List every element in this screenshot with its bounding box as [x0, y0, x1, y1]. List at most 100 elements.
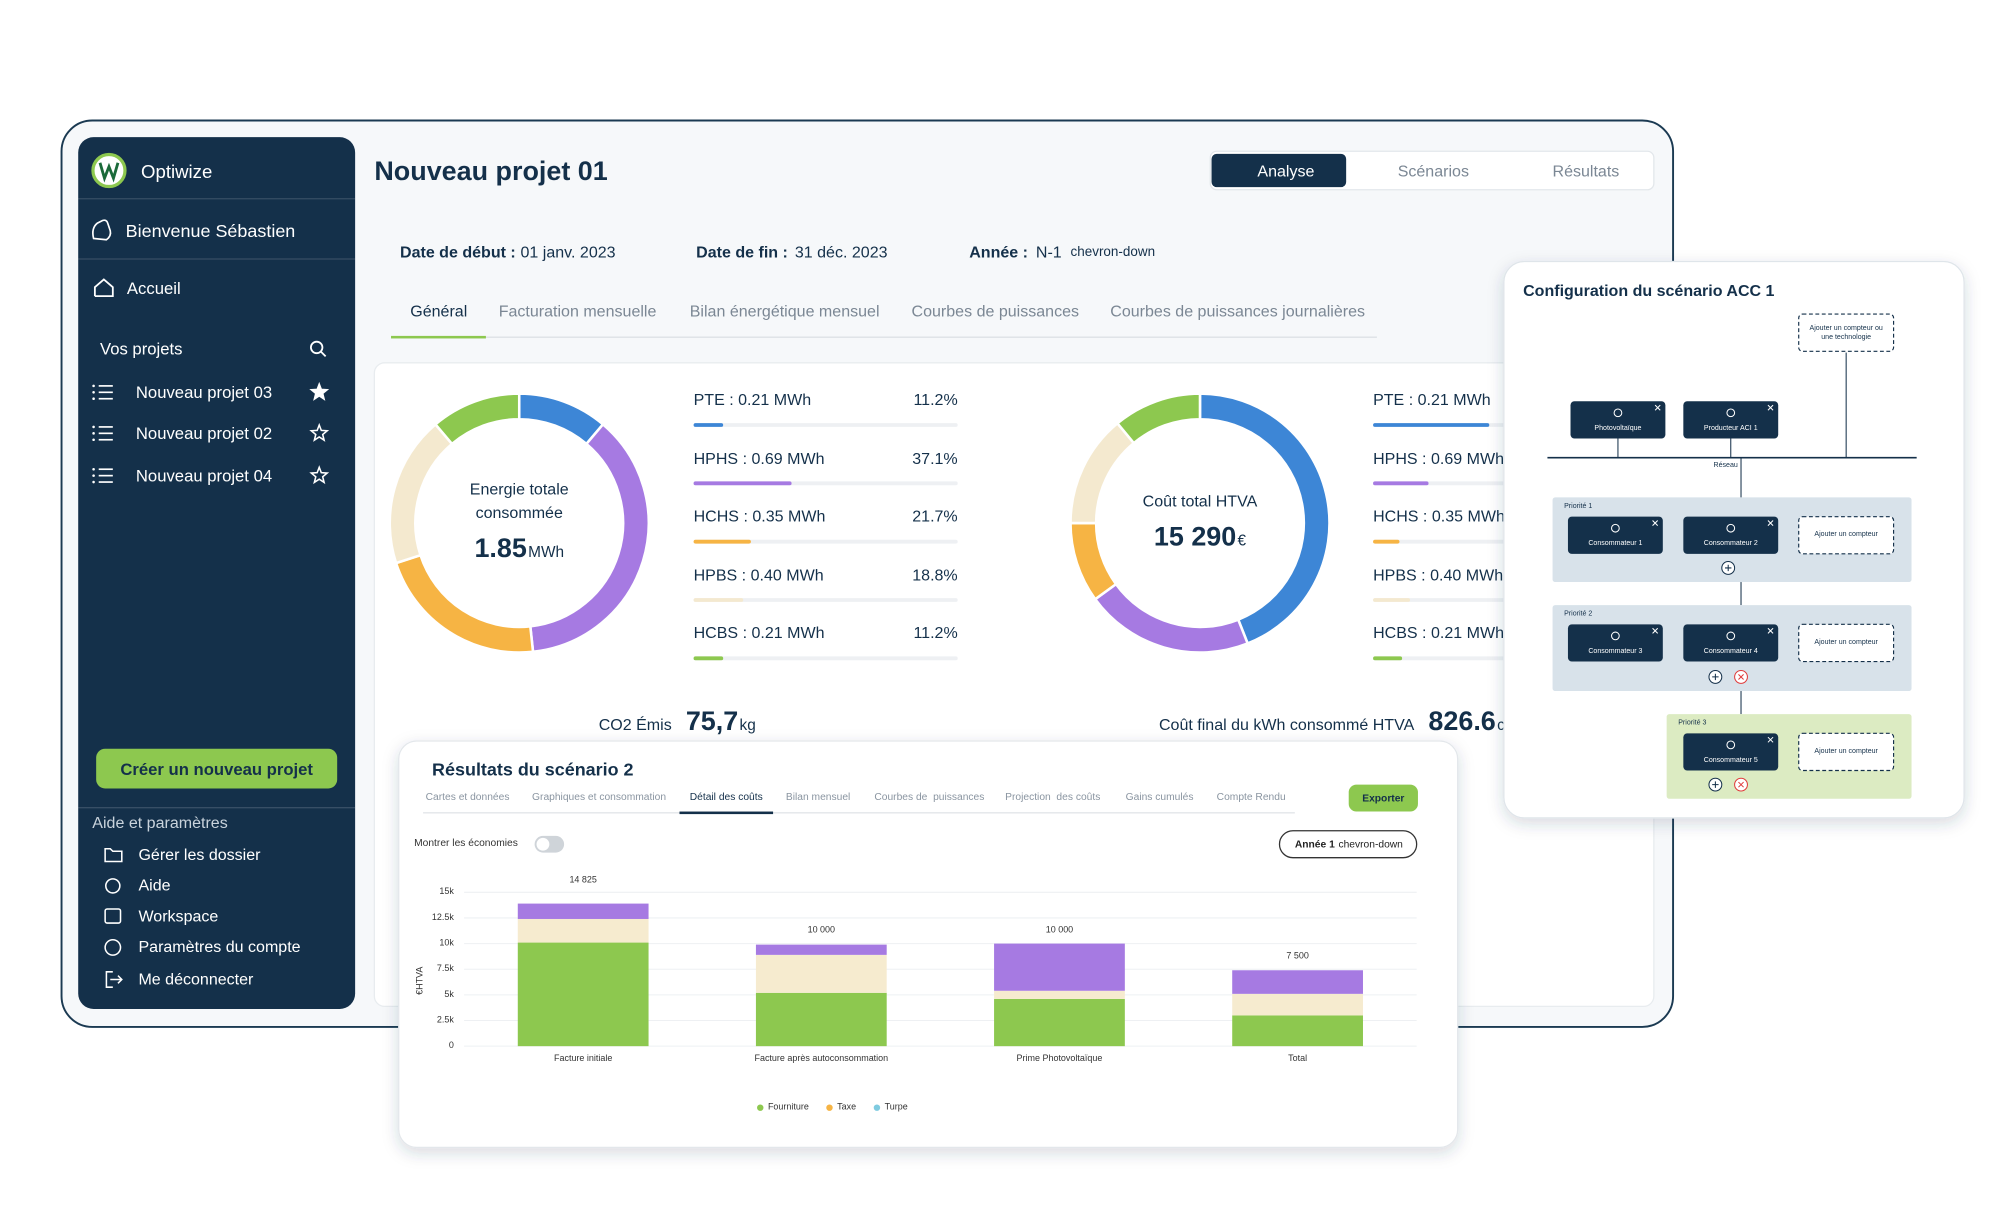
list-icon	[92, 397, 95, 400]
dropdown-value[interactable]: Année 1	[1294, 838, 1335, 850]
node[interactable]	[1683, 516, 1779, 554]
node[interactable]	[1683, 624, 1779, 662]
dropdown-icon[interactable]: chevron-down	[1338, 838, 1403, 850]
legend-label: Fourniture	[767, 1103, 809, 1113]
filter-value[interactable]: 31 déc. 2023	[794, 243, 888, 262]
filter-icon[interactable]: chevron-down	[1070, 244, 1156, 260]
add-technology[interactable]: Ajouter un compteur ou une technologie	[1809, 324, 1883, 342]
remove-icon	[1738, 781, 1744, 788]
node-icon	[1611, 523, 1620, 533]
search-icon	[309, 340, 324, 355]
create-button-label[interactable]: Créer un nouveau projet	[120, 759, 313, 779]
node-icon	[1726, 740, 1736, 750]
close-icon[interactable]	[1767, 520, 1774, 527]
priority-label: Priorité 1	[1564, 502, 1593, 511]
hand-icon	[92, 219, 112, 241]
results-tab[interactable]: Compte Rendu	[1216, 791, 1286, 803]
legend-dot	[826, 1104, 833, 1111]
node[interactable]	[1570, 401, 1666, 439]
nav-link[interactable]: Accueil	[126, 278, 181, 299]
folder-icon	[104, 847, 123, 863]
help-link[interactable]: Aide	[138, 876, 171, 895]
close-icon[interactable]	[1654, 404, 1661, 411]
legend-label: HPBS : 0.40 MWh	[1373, 565, 1504, 584]
project-link[interactable]: Nouveau projet 03	[135, 382, 273, 402]
node[interactable]	[1567, 516, 1663, 554]
progress-track	[693, 598, 958, 602]
favorite-star[interactable]	[309, 465, 330, 485]
node[interactable]	[1683, 733, 1779, 771]
donut-center-label: Energie totale consommée	[469, 480, 569, 522]
results-tab[interactable]: Détail des coûts	[689, 791, 763, 803]
analysis-tab[interactable]: Courbes de puissances	[911, 302, 1080, 321]
filter-label: Date de fin :	[696, 243, 788, 262]
metric-value: 75,7	[685, 707, 739, 737]
help-link[interactable]: Gérer les dossier	[138, 845, 261, 864]
donut-total: 1.85	[474, 533, 527, 564]
value-label: 18.8%	[912, 565, 958, 584]
legend-label: Taxe	[837, 1103, 857, 1113]
add-meter[interactable]: Ajouter un compteur	[1814, 638, 1878, 647]
add-box[interactable]	[1798, 732, 1895, 772]
create-button[interactable]	[96, 748, 338, 789]
project-link[interactable]: Nouveau projet 02	[135, 423, 273, 443]
analysis-tab[interactable]: Courbes de puissances journalières	[1110, 302, 1366, 321]
project-link[interactable]: Nouveau projet 04	[135, 466, 273, 486]
export-label[interactable]: Exporter	[1362, 792, 1405, 804]
legend-label: HPHS : 0.69 MWh	[693, 449, 825, 467]
filter-value[interactable]: 01 janv. 2023	[520, 243, 616, 262]
x-tick-label: Prime Photovoltaïque	[1016, 1054, 1103, 1064]
donut-total-group: 1.85 MWh	[474, 535, 564, 562]
node[interactable]	[1683, 401, 1779, 439]
y-tick-label: 5k	[444, 990, 454, 1000]
results-tab[interactable]: Gains cumulés	[1125, 791, 1194, 803]
analysis-tab[interactable]: Bilan énergétique mensuel	[689, 302, 880, 321]
analysis-tab[interactable]: Facturation mensuelle	[498, 302, 657, 321]
add-box[interactable]	[1798, 313, 1895, 352]
node[interactable]	[1567, 624, 1663, 662]
donut-unit: MWh	[528, 542, 565, 561]
tab[interactable]: Analyse	[1257, 162, 1315, 181]
results-tab[interactable]: Bilan mensuel	[785, 791, 851, 803]
add-meter[interactable]: Ajouter un compteur	[1814, 747, 1878, 756]
close-icon[interactable]	[1767, 404, 1774, 411]
results-tab[interactable]: Projection des coûts	[1005, 791, 1101, 803]
add-box[interactable]	[1798, 516, 1895, 555]
add-box[interactable]	[1798, 623, 1895, 663]
add-icon	[1724, 564, 1732, 572]
dropdown[interactable]	[1278, 830, 1418, 859]
add-meter[interactable]: Ajouter un compteur	[1814, 531, 1878, 539]
tab[interactable]: Scénarios	[1397, 162, 1469, 181]
sidebar	[78, 137, 356, 1009]
favorite-star[interactable]	[309, 381, 330, 401]
help-link[interactable]: Paramètres du compte	[138, 938, 301, 957]
progress-fill	[1373, 481, 1429, 486]
tab[interactable]: Résultats	[1552, 162, 1620, 181]
filter-value[interactable]: N-1	[1035, 243, 1062, 262]
results-tab[interactable]: Courbes de puissances	[874, 791, 985, 803]
donut-center-label: Coût total HTVA	[1142, 492, 1258, 511]
priority-label: Priorité 2	[1564, 610, 1593, 619]
export-button[interactable]	[1348, 784, 1418, 812]
help-link[interactable]: Workspace	[138, 907, 219, 926]
metric-label: Coût final du kWh consommé HTVA	[1158, 716, 1415, 734]
progress-fill	[693, 598, 744, 602]
help-link[interactable]: Me déconnecter	[138, 970, 254, 989]
node-label: Consommateur 5	[1703, 756, 1758, 765]
close-icon[interactable]	[1767, 736, 1774, 743]
section-title: Aide et paramètres	[92, 813, 228, 832]
results-tab[interactable]: Cartes et données	[425, 791, 510, 803]
results-tab[interactable]: Graphiques et consommation	[532, 791, 667, 803]
close-icon[interactable]	[1652, 627, 1659, 634]
close-icon[interactable]	[1767, 627, 1774, 634]
y-tick-label: 7.5k	[436, 964, 454, 974]
analysis-tab[interactable]: Général	[410, 302, 468, 321]
total-label: 7 500	[1286, 951, 1309, 961]
bar-segment	[755, 954, 887, 993]
toggle-knob	[536, 837, 550, 851]
bar-segment	[1232, 970, 1363, 994]
close-icon[interactable]	[1652, 520, 1659, 527]
x-tick-label: Total	[1288, 1054, 1308, 1064]
favorite-star[interactable]	[309, 422, 330, 442]
